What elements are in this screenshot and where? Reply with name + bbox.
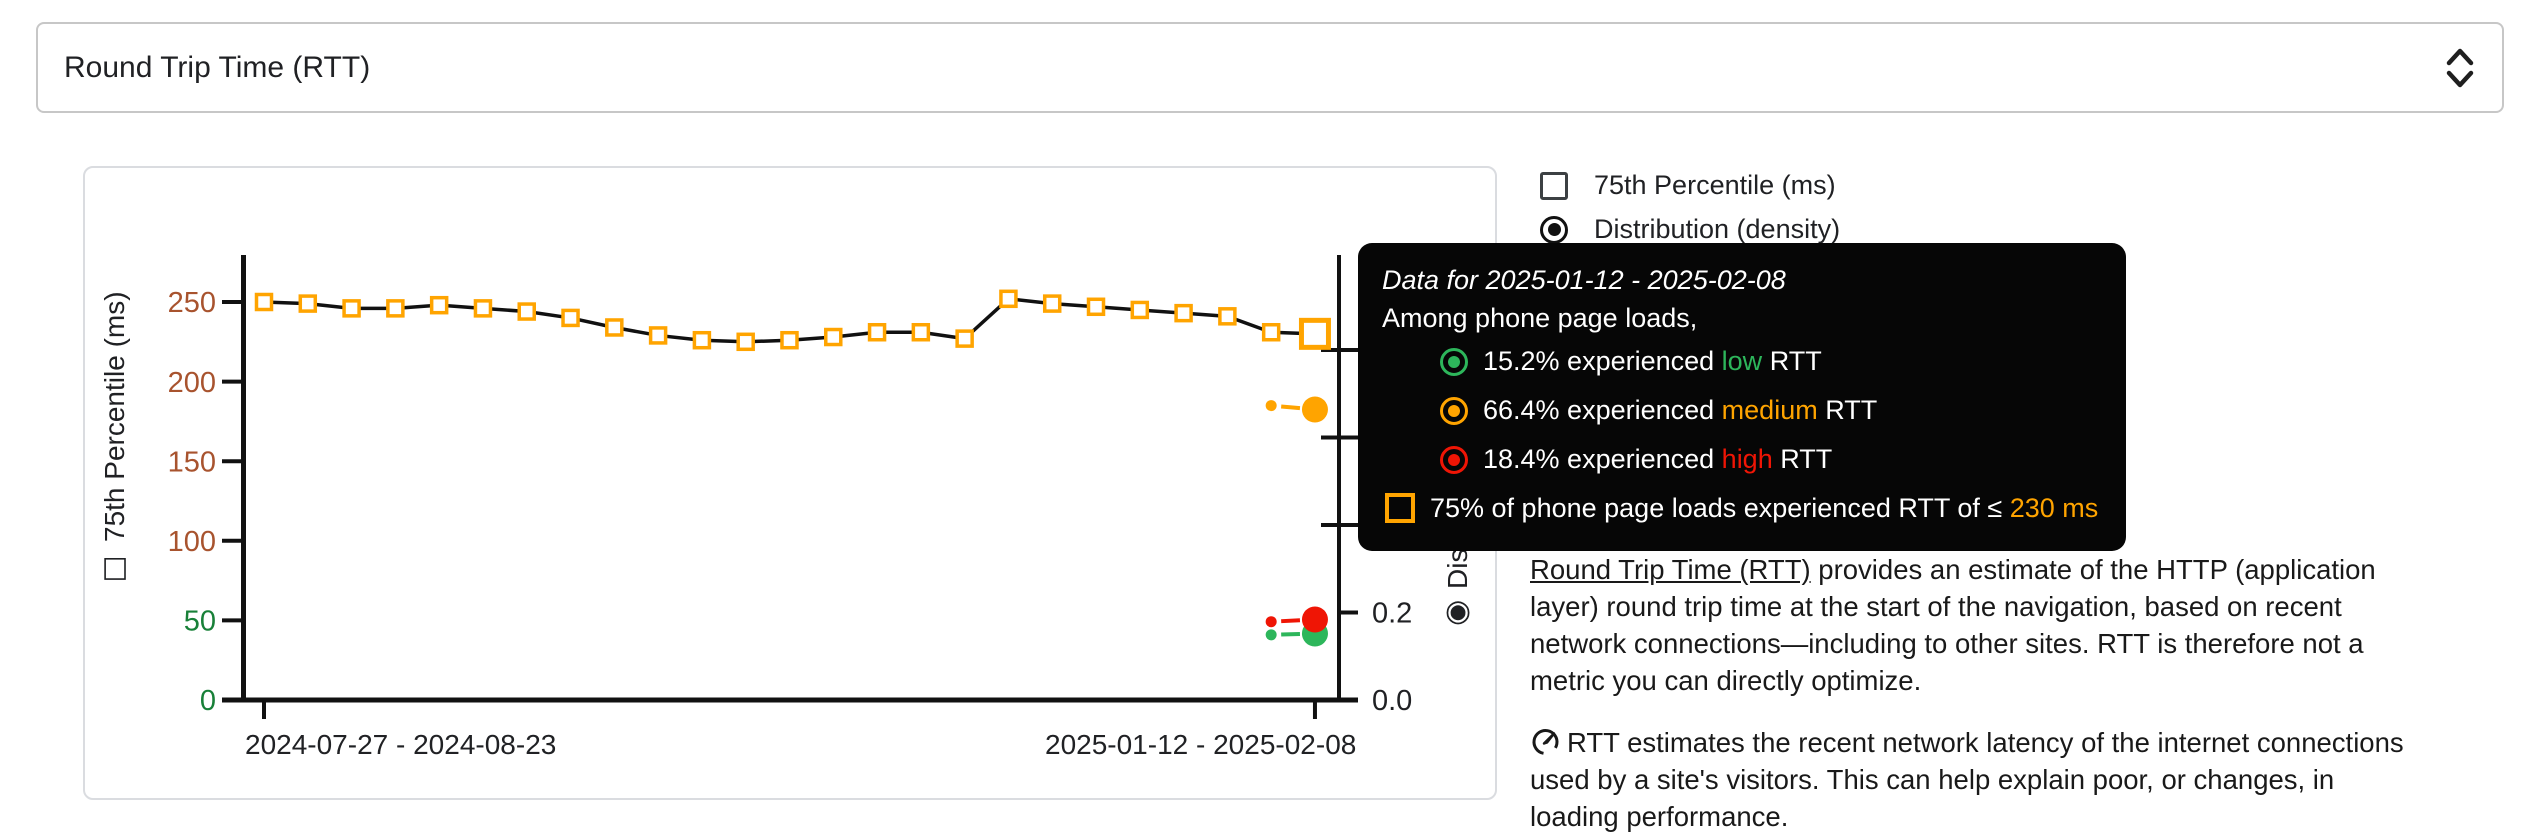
svg-text:0.2: 0.2	[1372, 598, 1412, 630]
density-dot-medium	[1301, 396, 1328, 423]
distribution-radio-glyph: ◉	[1441, 597, 1475, 632]
rtt-point-marker	[517, 302, 536, 321]
metric-description: Round Trip Time (RTT) provides an estima…	[1530, 551, 2420, 835]
density-dot-prev-high	[1265, 616, 1277, 628]
rtt-point-marker	[1218, 307, 1237, 326]
svg-text:150: 150	[168, 446, 216, 478]
rtt-point-marker	[911, 322, 931, 342]
svg-text:0.0: 0.0	[1372, 685, 1412, 717]
svg-text:0: 0	[200, 685, 216, 717]
svg-text:100: 100	[168, 526, 216, 558]
rtt-docs-link[interactable]: Round Trip Time (RTT)	[1530, 554, 1811, 585]
svg-text:50: 50	[184, 606, 216, 638]
rtt-point-marker	[1130, 300, 1150, 320]
rtt-point-marker	[342, 299, 361, 318]
rtt-point-marker	[254, 292, 274, 312]
density-dot-prev-low	[1265, 629, 1277, 641]
density-connector-medium	[1280, 404, 1301, 411]
percentile-checkbox-glyph: ☐	[98, 550, 132, 585]
svg-text:250: 250	[168, 287, 216, 319]
legend-label-distribution: Distribution (density)	[1594, 214, 1841, 244]
left-axis-title-text: 75th Percentile (ms)	[99, 291, 130, 543]
low-rtt-dot-icon	[1440, 347, 1468, 376]
x-tick-label-last: 2025-01-12 - 2025-02-08	[1045, 729, 1357, 760]
tooltip-row-low: 15.2% experienced low RTT	[1440, 337, 2102, 386]
rtt-point-marker	[1174, 303, 1193, 323]
rtt-selected-point-marker	[1298, 317, 1331, 350]
rtt-point-marker	[999, 289, 1018, 309]
rtt-point-marker	[473, 299, 493, 318]
density-connector-low	[1281, 631, 1301, 637]
medium-rtt-dot-icon	[1440, 396, 1468, 425]
chart-card	[83, 166, 1497, 800]
rtt-point-marker	[605, 318, 624, 337]
description-p1: provides an estimate of the HTTP (applic…	[1530, 554, 2376, 696]
rtt-point-marker	[648, 326, 668, 345]
rtt-point-marker	[298, 294, 318, 313]
high-rtt-dot-icon	[1440, 445, 1468, 474]
unfold-more-icon	[2442, 44, 2478, 92]
percentile-checkbox[interactable]	[1540, 171, 1568, 200]
metric-select[interactable]: Round Trip Time (RTT)	[36, 22, 2504, 113]
gauge-icon	[1532, 729, 1559, 755]
metric-select-value: Round Trip Time (RTT)	[64, 50, 371, 84]
rtt-point-marker	[824, 327, 843, 347]
rtt-point-marker	[1086, 297, 1106, 317]
rtt-point-marker	[429, 295, 449, 315]
description-p2: RTT estimates the recent network latency…	[1530, 727, 2404, 832]
distribution-radio[interactable]	[1540, 215, 1568, 244]
rtt-point-marker	[692, 330, 712, 350]
rtt-point-marker	[561, 308, 580, 328]
p75-square-icon	[1385, 493, 1415, 523]
rtt-point-marker	[955, 329, 974, 348]
rtt-point-marker	[1042, 294, 1062, 313]
tooltip-title: Data for 2025-01-12 - 2025-02-08	[1382, 264, 1786, 295]
legend-label-percentile: 75th Percentile (ms)	[1594, 170, 1836, 200]
legend-item-75th-percentile[interactable]: 75th Percentile (ms)	[1540, 170, 1836, 201]
datapoint-tooltip: Data for 2025-01-12 - 2025-02-08 Among p…	[1358, 243, 2126, 551]
left-axis-title: ☐ 75th Percentile (ms)	[94, 251, 136, 585]
density-connector-high	[1281, 618, 1301, 624]
tooltip-row-high: 18.4% experienced high RTT	[1440, 435, 2102, 484]
svg-text:200: 200	[168, 367, 216, 399]
x-tick-label-first: 2024-07-27 - 2024-08-23	[245, 729, 557, 760]
density-dot-high	[1301, 606, 1328, 633]
density-dot-prev-medium	[1265, 400, 1277, 412]
rtt-point-marker	[1261, 322, 1281, 342]
rtt-point-marker	[867, 322, 887, 342]
legend-item-distribution[interactable]: Distribution (density)	[1540, 214, 1840, 245]
rtt-point-marker	[386, 299, 405, 318]
tooltip-row-medium: 66.4% experienced medium RTT	[1440, 386, 2102, 435]
tooltip-row-p75: 75% of phone page loads experienced RTT …	[1385, 484, 2102, 532]
rtt-point-marker	[736, 332, 755, 352]
tooltip-subtitle: Among phone page loads,	[1382, 302, 1698, 333]
rtt-point-marker	[780, 330, 799, 350]
